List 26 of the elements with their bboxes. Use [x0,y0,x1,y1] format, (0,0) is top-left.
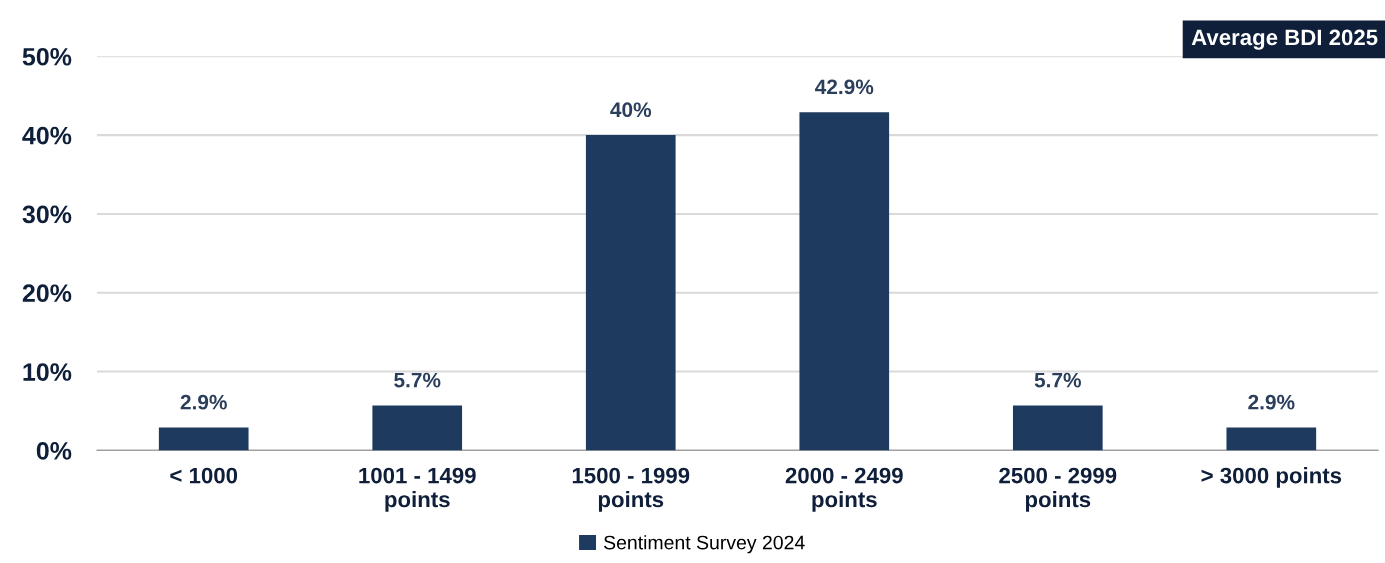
y-tick-label: 20% [22,284,72,303]
bar [1226,427,1317,451]
data-label: 5.7% [1034,372,1081,388]
x-tick-label: < 1000 [170,467,238,484]
x-tick-label: 1500 - 1999 points [572,467,690,512]
data-label: 42.9% [815,79,874,95]
chart-title: Average BDI 2025 [1191,29,1378,50]
data-label: 5.7% [394,372,441,388]
y-tick-label: 10% [23,363,72,381]
bar [158,427,249,451]
bar [1012,405,1103,451]
legend-label: Sentiment Survey 2024 [603,535,805,554]
data-label: 2.9% [1248,394,1295,410]
y-tick-label: 30% [22,205,72,224]
data-label: 40% [610,102,652,118]
bar [799,112,890,451]
bar [585,135,676,451]
x-tick-label: 2000 - 2499 points [785,467,903,512]
y-tick-label: 40% [22,126,72,145]
y-tick-label: 0% [36,442,72,460]
data-label: 2.9% [180,394,227,410]
x-tick-label: > 3000 points [1201,467,1342,488]
x-tick-label: 1001 - 1499 points [359,467,476,512]
x-tick-label: 2500 - 2999 points [999,467,1117,512]
y-tick-label: 50% [22,47,72,66]
bar [372,405,463,451]
